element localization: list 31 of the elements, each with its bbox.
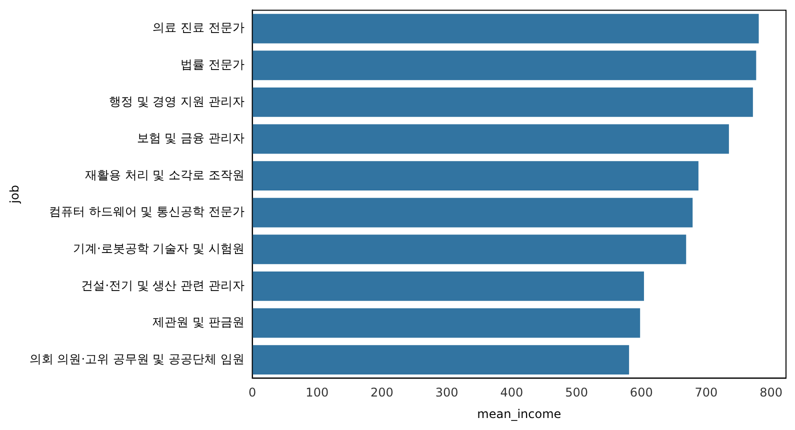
- x-tick-label: 300: [435, 386, 458, 400]
- bar: [252, 345, 630, 375]
- bar: [252, 161, 698, 191]
- x-tick-label: 700: [694, 386, 718, 400]
- x-tick-label: 600: [630, 386, 653, 400]
- bar: [252, 198, 693, 228]
- y-tick-label: 법률 전문가: [180, 58, 244, 72]
- bar: [252, 124, 729, 154]
- y-tick-label: 보험 및 금융 관리자: [136, 131, 244, 146]
- x-tick-label: 100: [306, 386, 329, 400]
- y-tick-label: 건설·전기 및 생산 관련 관리자: [81, 278, 244, 292]
- x-tick-label: 800: [760, 386, 783, 400]
- y-tick-label: 의료 진료 전문가: [152, 20, 244, 35]
- y-tick-label: 제관원 및 판금원: [152, 315, 244, 330]
- y-tick-label: 컴퓨터 하드웨어 및 통신공학 전문가: [49, 204, 244, 219]
- bar: [252, 234, 686, 264]
- y-tick-label: 행정 및 경영 지원 관리자: [109, 94, 244, 108]
- y-tick-label: 재활용 처리 및 소각로 조작원: [85, 168, 244, 182]
- x-tick-label: 500: [565, 386, 588, 400]
- x-axis-title: mean_income: [477, 406, 562, 421]
- bar: [252, 87, 753, 117]
- x-tick-label: 400: [500, 386, 524, 400]
- x-tick-label: 0: [248, 386, 256, 400]
- y-axis-title: job: [7, 185, 22, 204]
- y-tick-label: 기계·로봇공학 기술자 및 시험원: [73, 242, 244, 256]
- bar: [252, 308, 640, 338]
- bar: [252, 50, 756, 80]
- bar: [252, 271, 644, 301]
- x-tick-label: 200: [370, 386, 394, 400]
- bar: [252, 14, 759, 44]
- y-tick-label: 의회 의원·고위 공무원 및 공공단체 임원: [29, 352, 244, 366]
